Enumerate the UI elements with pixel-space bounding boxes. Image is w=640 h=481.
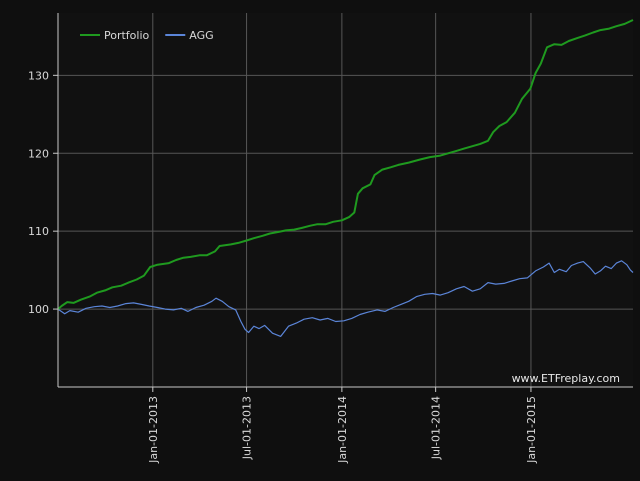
- x-axis-ticks: Jan-01-2013 Jul-01-2013 Jan-01-2014 Jul-01-…: [147, 387, 538, 464]
- legend-label-agg: AGG: [189, 29, 213, 42]
- y-axis-ticks: 100 110 120 130: [28, 69, 58, 316]
- legend: Portfolio AGG: [80, 29, 214, 42]
- x-tick-label: Jan-01-2015: [525, 396, 538, 464]
- x-tick-label: Jan-01-2013: [147, 396, 160, 464]
- series-line-portfolio: [57, 19, 634, 310]
- legend-label-portfolio: Portfolio: [104, 29, 150, 42]
- x-tick-label: Jul-01-2013: [241, 396, 254, 460]
- y-tick-label: 100: [28, 303, 49, 316]
- series-line-agg: [57, 260, 634, 337]
- grid: [58, 13, 633, 387]
- y-tick-label: 130: [28, 69, 49, 82]
- plot-area: [58, 13, 633, 387]
- watermark: www.ETFreplay.com: [512, 372, 620, 385]
- x-tick-label: Jul-01-2014: [430, 396, 443, 460]
- x-tick-label: Jan-01-2014: [336, 396, 349, 464]
- series-layer: [57, 19, 634, 337]
- y-tick-label: 110: [28, 225, 49, 238]
- y-tick-label: 120: [28, 147, 49, 160]
